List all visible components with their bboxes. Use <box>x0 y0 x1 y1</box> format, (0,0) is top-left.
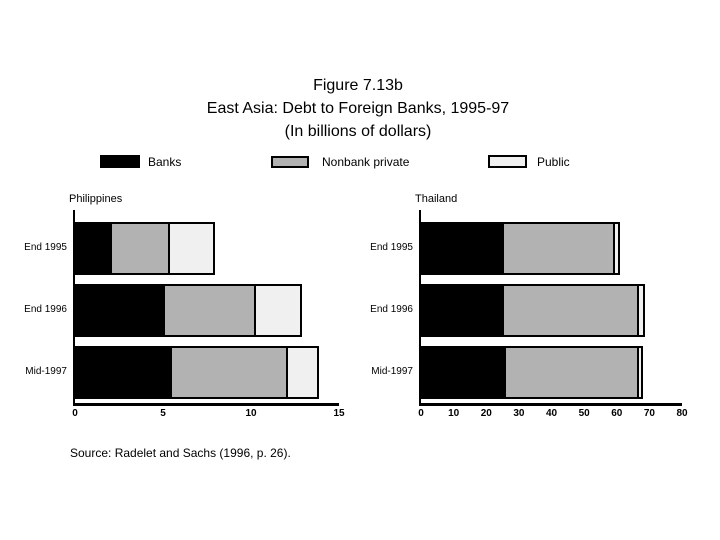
bar-segment-nonbank-private <box>502 222 615 275</box>
x-tick-label: 80 <box>676 408 688 419</box>
legend-label-public: Public <box>537 155 570 169</box>
x-tick-label: 0 <box>72 408 78 419</box>
figure-number: Figure 7.13b <box>313 77 403 94</box>
legend-label-banks: Banks <box>148 155 182 169</box>
bar <box>421 222 621 275</box>
x-tick-label: 50 <box>578 408 590 419</box>
bar-row-label: Mid-1997 <box>25 366 67 377</box>
bar-segment-nonbank-private <box>502 284 640 337</box>
bar-segment-nonbank-private <box>169 346 288 399</box>
bar-row-label: End 1995 <box>24 242 67 253</box>
x-tick-label: 60 <box>611 408 623 419</box>
bar <box>75 284 302 337</box>
bar-segment-public <box>254 284 302 337</box>
bar-segment-banks <box>75 284 165 337</box>
bar-row-label: End 1996 <box>370 304 413 315</box>
bar-segment-banks <box>75 222 112 275</box>
chart-philippines: Philippines End 1995 End 1996 Mid-1997 0 5 10 1… <box>20 190 368 440</box>
x-axis <box>73 403 339 406</box>
x-tick-label: 70 <box>643 408 655 419</box>
x-axis <box>419 403 682 406</box>
legend-label-nonbank-private: Nonbank private <box>322 155 410 169</box>
legend-swatch-banks <box>100 155 140 168</box>
bar-segment-banks <box>75 346 172 399</box>
bar <box>421 346 644 399</box>
bar <box>75 346 320 399</box>
bar-row-label: End 1995 <box>370 242 413 253</box>
figure-title-block: Figure 7.13b East Asia: Debt to Foreign … <box>0 74 716 143</box>
legend-swatch-public <box>488 155 527 168</box>
bar-row-label: End 1996 <box>24 304 67 315</box>
bar-segment-public <box>167 222 216 275</box>
x-tick-label: 20 <box>480 408 492 419</box>
x-tick-label: 10 <box>448 408 460 419</box>
bar-segment-banks <box>421 284 505 337</box>
bar-segment-public <box>612 222 621 275</box>
x-tick-label: 5 <box>160 408 166 419</box>
x-tick-label: 0 <box>418 408 424 419</box>
figure-main-title: East Asia: Debt to Foreign Banks, 1995-9… <box>206 100 510 117</box>
bar-segment-public <box>636 346 644 399</box>
bar-segment-nonbank-private <box>162 284 257 337</box>
bar-row-label: Mid-1997 <box>371 366 413 377</box>
source-note: Source: Radelet and Sachs (1996, p. 26). <box>70 446 291 460</box>
x-tick-label: 10 <box>245 408 257 419</box>
bar-segment-banks <box>421 222 505 275</box>
x-tick-label: 30 <box>513 408 525 419</box>
chart-title: Thailand <box>415 193 458 205</box>
bar-segment-nonbank-private <box>109 222 170 275</box>
bar <box>75 222 216 275</box>
bar-segment-public <box>637 284 646 337</box>
bar-segment-public <box>285 346 320 399</box>
legend-swatch-nonbank-private <box>271 156 309 168</box>
bar-segment-banks <box>421 346 506 399</box>
x-tick-label: 40 <box>545 408 558 419</box>
y-axis <box>419 210 421 406</box>
bar <box>421 284 646 337</box>
figure-subtitle: (In billions of dollars) <box>284 123 432 140</box>
chart-title: Philippines <box>69 193 123 205</box>
x-tick-label: 15 <box>333 408 345 419</box>
bar-segment-nonbank-private <box>503 346 639 399</box>
chart-thailand: Thailand End 1995 End 1996 Mid-1997 0 10 20 30 4… <box>370 190 718 440</box>
y-axis <box>73 210 75 406</box>
